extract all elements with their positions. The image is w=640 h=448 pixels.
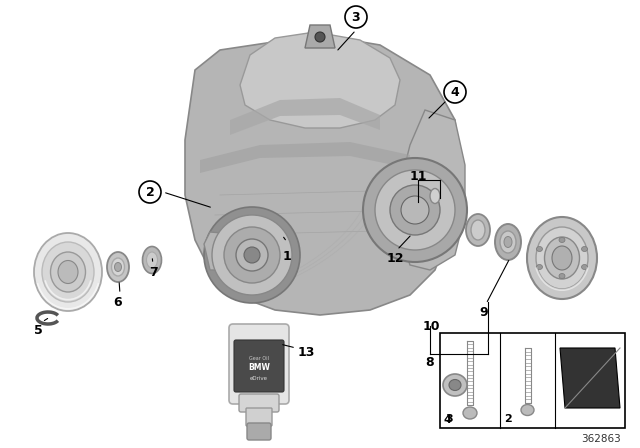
Ellipse shape [42, 242, 94, 302]
Text: 3: 3 [352, 10, 360, 23]
Circle shape [375, 170, 455, 250]
Ellipse shape [34, 233, 102, 311]
Text: 7: 7 [148, 266, 157, 279]
Polygon shape [400, 110, 465, 270]
Circle shape [139, 181, 161, 203]
Ellipse shape [536, 227, 588, 289]
Ellipse shape [559, 237, 565, 242]
Ellipse shape [449, 379, 461, 391]
Text: 10: 10 [422, 320, 440, 333]
Ellipse shape [521, 405, 534, 415]
Ellipse shape [536, 264, 543, 270]
Text: 3: 3 [445, 414, 452, 424]
Ellipse shape [111, 258, 125, 276]
Circle shape [315, 32, 325, 42]
Polygon shape [185, 35, 460, 315]
FancyBboxPatch shape [247, 423, 271, 440]
Ellipse shape [545, 237, 579, 279]
Polygon shape [200, 142, 410, 173]
Ellipse shape [552, 246, 572, 270]
Circle shape [244, 247, 260, 263]
Circle shape [224, 227, 280, 283]
Ellipse shape [582, 246, 588, 251]
Circle shape [444, 81, 466, 103]
Text: 4: 4 [451, 86, 460, 99]
Ellipse shape [463, 407, 477, 419]
Ellipse shape [504, 237, 512, 247]
FancyBboxPatch shape [234, 340, 284, 392]
Text: 12: 12 [387, 251, 404, 264]
FancyBboxPatch shape [246, 408, 272, 426]
Text: 11: 11 [409, 169, 427, 182]
Ellipse shape [115, 263, 122, 271]
Text: 6: 6 [114, 296, 122, 309]
Text: 5: 5 [34, 323, 42, 336]
Ellipse shape [559, 273, 565, 279]
Circle shape [363, 158, 467, 262]
Circle shape [212, 215, 292, 295]
Text: BMW: BMW [248, 363, 270, 372]
Circle shape [390, 185, 440, 235]
Polygon shape [560, 348, 620, 408]
Ellipse shape [147, 252, 157, 268]
Ellipse shape [58, 260, 78, 284]
Circle shape [204, 207, 300, 303]
FancyBboxPatch shape [229, 324, 289, 404]
Ellipse shape [471, 220, 485, 240]
Text: 2: 2 [504, 414, 512, 424]
Ellipse shape [582, 264, 588, 270]
Polygon shape [305, 25, 335, 48]
Text: eDrive: eDrive [250, 375, 268, 380]
Circle shape [236, 239, 268, 271]
Polygon shape [230, 98, 380, 135]
Ellipse shape [527, 217, 597, 299]
Ellipse shape [495, 224, 521, 260]
Ellipse shape [500, 231, 516, 253]
Polygon shape [204, 232, 245, 270]
Bar [440, 333, 625, 428]
Polygon shape [240, 32, 400, 128]
Text: 1: 1 [283, 250, 291, 263]
Ellipse shape [51, 252, 86, 292]
Text: 2: 2 [146, 185, 154, 198]
Ellipse shape [107, 252, 129, 282]
Text: 13: 13 [298, 346, 315, 359]
FancyBboxPatch shape [239, 394, 279, 412]
Text: 362863: 362863 [581, 434, 621, 444]
Circle shape [401, 196, 429, 224]
Text: 4: 4 [444, 415, 452, 425]
Ellipse shape [536, 246, 543, 251]
Text: Gear Oil: Gear Oil [249, 356, 269, 361]
Ellipse shape [143, 246, 161, 273]
Ellipse shape [466, 214, 490, 246]
Text: 8: 8 [426, 356, 435, 369]
Ellipse shape [430, 189, 440, 203]
Text: 9: 9 [480, 306, 488, 319]
Ellipse shape [443, 374, 467, 396]
Circle shape [345, 6, 367, 28]
